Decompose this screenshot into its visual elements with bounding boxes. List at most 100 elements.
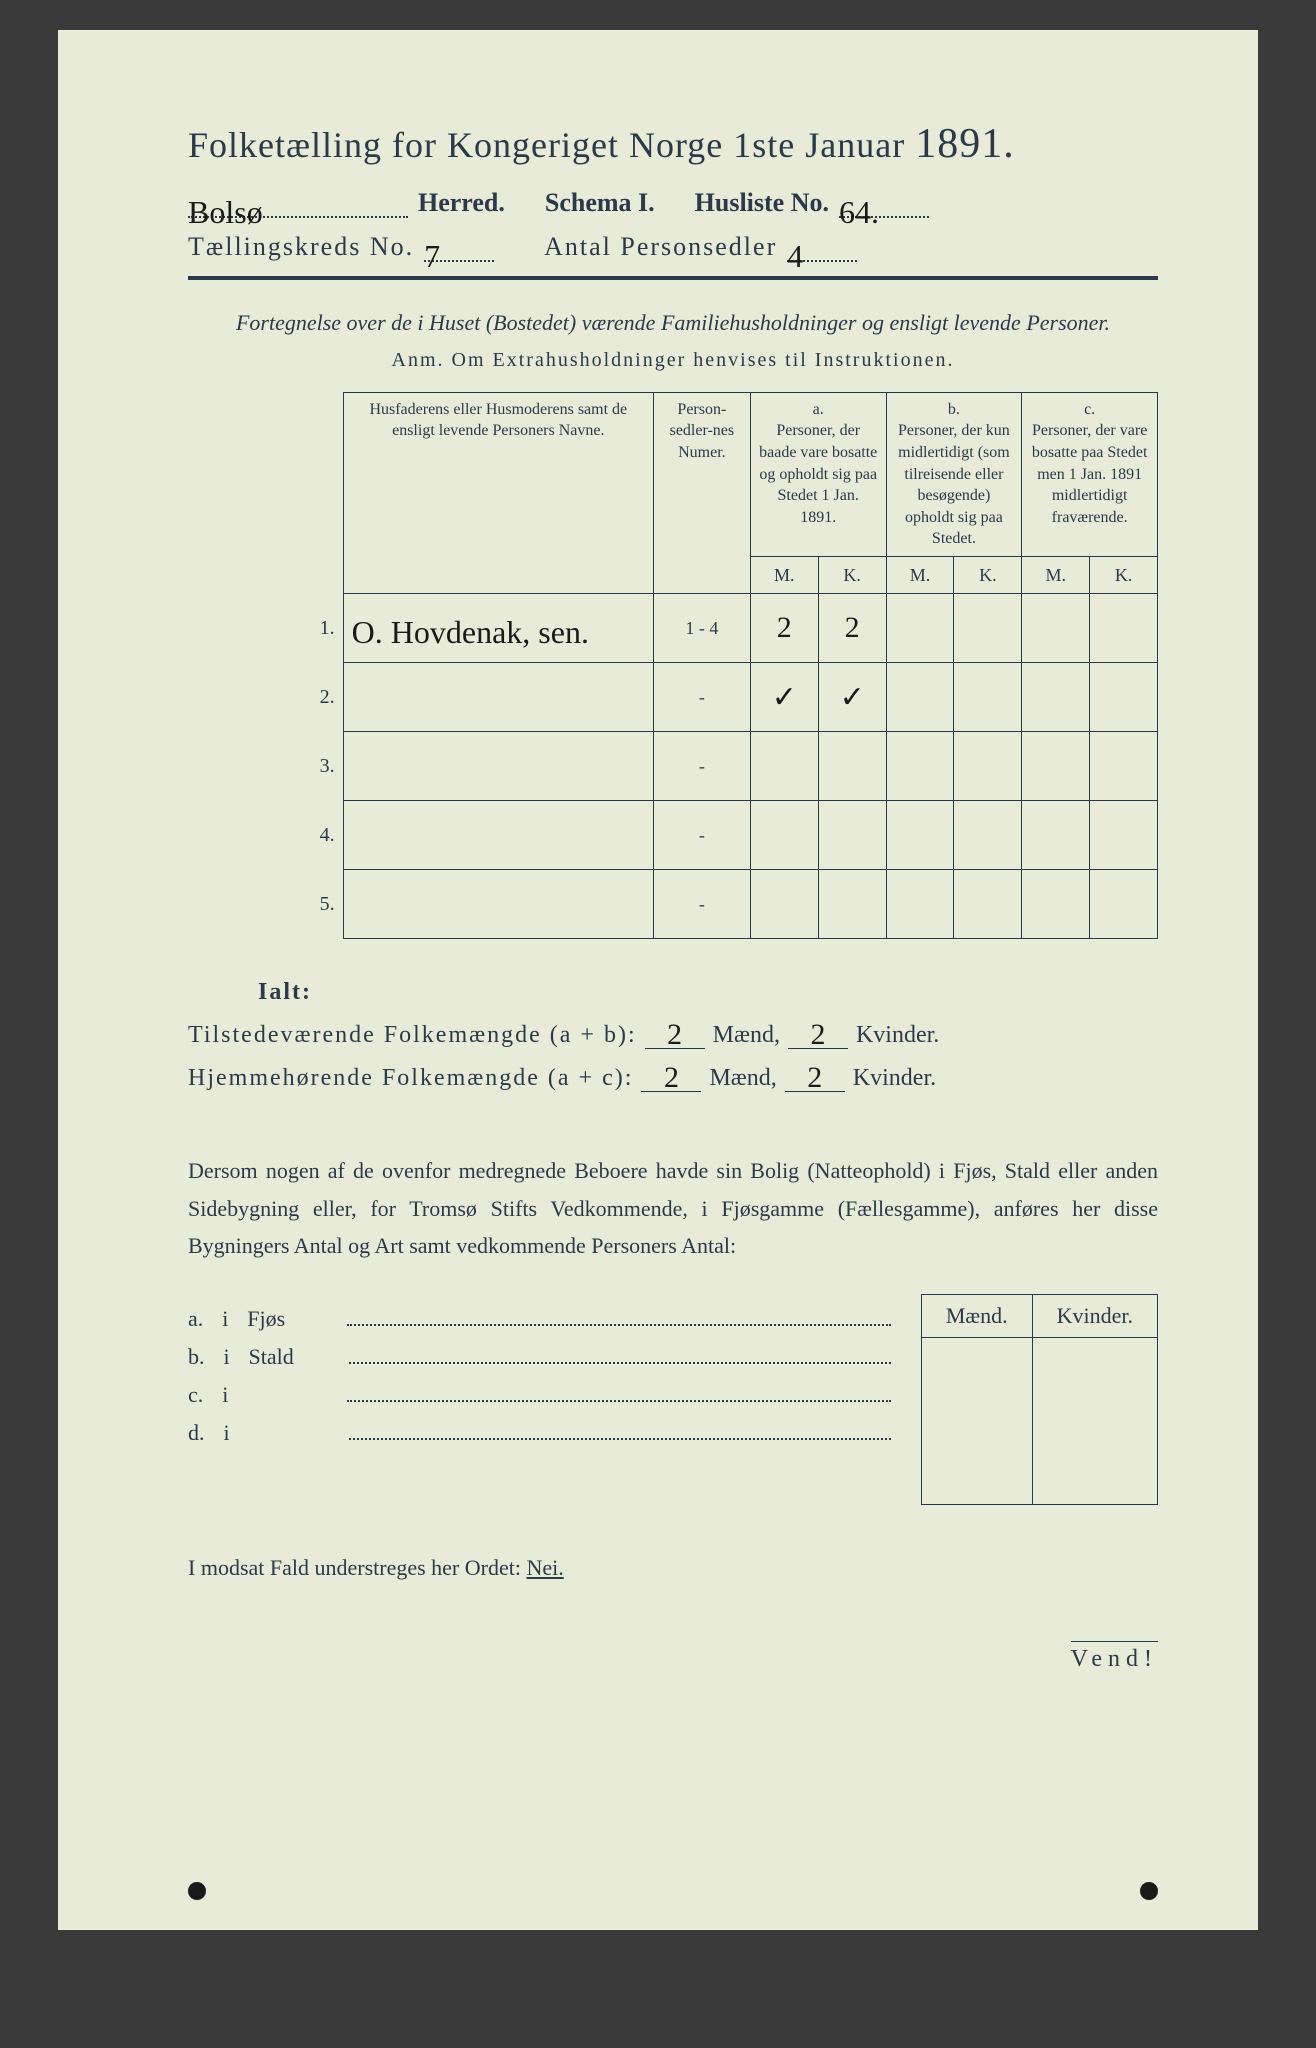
cell-cK [1090,594,1158,663]
ialt-label: Ialt: [258,979,1158,1006]
cell-aM: 2 [750,594,818,663]
head-names: Husfaderens eller Husmoderens samt de en… [343,392,653,593]
nei-text: I modsat Fald understreges her Ordet: [188,1555,521,1580]
head-b-M: M. [886,556,954,593]
cell-aM [750,732,818,801]
title-prefix: Folketælling for Kongeriget Norge 1ste J… [188,125,905,165]
side-M-cell [921,1338,1032,1505]
kreds-field: 7 [424,234,494,262]
tilstede-M: 2 [667,1018,682,1051]
cell-name [343,732,653,801]
vend-label: Vend! [1071,1641,1158,1673]
maend-word-1: Mænd, [713,1022,780,1049]
cell-bK [954,663,1022,732]
header-line-2: Bolsø Herred. Schema I. Husliste No. 64. [188,188,1158,218]
dotted-fill [347,1382,891,1402]
head-c-M: M. [1022,556,1090,593]
head-c-K: K. [1090,556,1158,593]
cell-cK [1090,732,1158,801]
head-group-a: a. Personer, der baade vare bosatte og o… [750,392,886,556]
sidebygning-list: a.iFjøsb.iStaldc.id.i [188,1294,891,1505]
page-title: Folketælling for Kongeriget Norge 1ste J… [188,120,1158,168]
cell-bK [954,732,1022,801]
census-form-page: Folketælling for Kongeriget Norge 1ste J… [58,30,1258,1930]
side-label [249,1420,339,1446]
head-b-label: b. [895,399,1014,421]
head-group-b: b. Personer, der kun midlertidigt (som t… [886,392,1022,556]
cell-cK [1090,870,1158,939]
row-number: 3. [188,732,343,801]
hjemme-label: Hjemmehørende Folkemængde (a + c): [188,1065,633,1092]
dotted-fill [349,1344,891,1364]
head-personsedler: Person-sedler-nes Numer. [653,392,750,593]
cell-ps: - [653,801,750,870]
hjemme-line: Hjemmehørende Folkemængde (a + c): 2 Mæn… [188,1061,1158,1092]
cell-cK [1090,801,1158,870]
divider [188,276,1158,280]
head-a-text: Personer, der baade vare bosatte og opho… [759,420,878,528]
head-a-K: K. [818,556,886,593]
head-group-c: c. Personer, der vare bosatte paa Stedet… [1022,392,1158,556]
cell-bM [886,801,954,870]
husliste-field: 64. [839,190,929,218]
side-key: a. [188,1306,203,1332]
hjemme-M: 2 [664,1061,679,1094]
cell-cM [1022,870,1090,939]
subtitle: Fortegnelse over de i Huset (Bostedet) v… [208,308,1138,339]
ink-blot-icon [1140,1882,1158,1900]
side-key: d. [188,1420,205,1446]
dotted-fill [347,1306,891,1326]
title-year: 1891. [915,121,1015,167]
ink-blot-icon [188,1882,206,1900]
table-row: 2.-✓✓ [188,663,1158,732]
cell-bM [886,594,954,663]
schema-label: Schema I. [545,188,655,218]
table-row: 3.- [188,732,1158,801]
side-K-cell [1032,1338,1157,1505]
row-number: 1. [188,594,343,663]
head-a-label: a. [759,399,878,421]
sidebygning-paragraph: Dersom nogen af de ovenfor medregnede Be… [188,1152,1158,1264]
husliste-value: 64. [839,194,879,230]
cell-name [343,870,653,939]
nei-word: Nei. [526,1555,563,1580]
kvinder-word-1: Kvinder. [856,1022,939,1049]
cell-aM [750,801,818,870]
side-i: i [213,1382,237,1408]
cell-cM [1022,594,1090,663]
row-number: 2. [188,663,343,732]
side-label [247,1382,337,1408]
herred-value: Bolsø [188,194,263,230]
antal-value: 4 [787,238,803,274]
antal-field: 4 [787,234,857,262]
cell-bK [954,801,1022,870]
cell-bM [886,870,954,939]
sidebygning-section: a.iFjøsb.iStaldc.id.i Mænd. Kvinder. [188,1294,1158,1505]
tilstede-label: Tilstedeværende Folkemængde (a + b): [188,1022,637,1049]
table-head: Husfaderens eller Husmoderens samt de en… [188,392,1158,593]
side-key: c. [188,1382,203,1408]
kvinder-word-2: Kvinder. [853,1065,936,1092]
cell-aK: 2 [818,594,886,663]
cell-aK [818,870,886,939]
table-row: 4.- [188,801,1158,870]
herred-label: Herred. [418,188,505,218]
household-table: Husfaderens eller Husmoderens samt de en… [188,392,1158,939]
cell-name: O. Hovdenak, sen. [343,594,653,663]
tilstede-K: 2 [810,1018,825,1051]
side-label: Stald [249,1344,339,1370]
header-line-3: Tællingskreds No. 7 Antal Personsedler 4 [188,232,1158,262]
maend-word-2: Mænd, [709,1065,776,1092]
tilstede-line: Tilstedeværende Folkemængde (a + b): 2 M… [188,1018,1158,1049]
cell-aM [750,870,818,939]
cell-name [343,801,653,870]
cell-aK [818,801,886,870]
cell-ps: - [653,663,750,732]
table-body: 1.O. Hovdenak, sen.1 - 4222.-✓✓3.-4.-5.- [188,594,1158,939]
sidebygning-row: c. i [188,1382,891,1408]
side-i: i [215,1420,239,1446]
hjemme-K: 2 [807,1061,822,1094]
cell-bM [886,732,954,801]
cell-cM [1022,801,1090,870]
antal-label: Antal Personsedler [544,232,777,262]
